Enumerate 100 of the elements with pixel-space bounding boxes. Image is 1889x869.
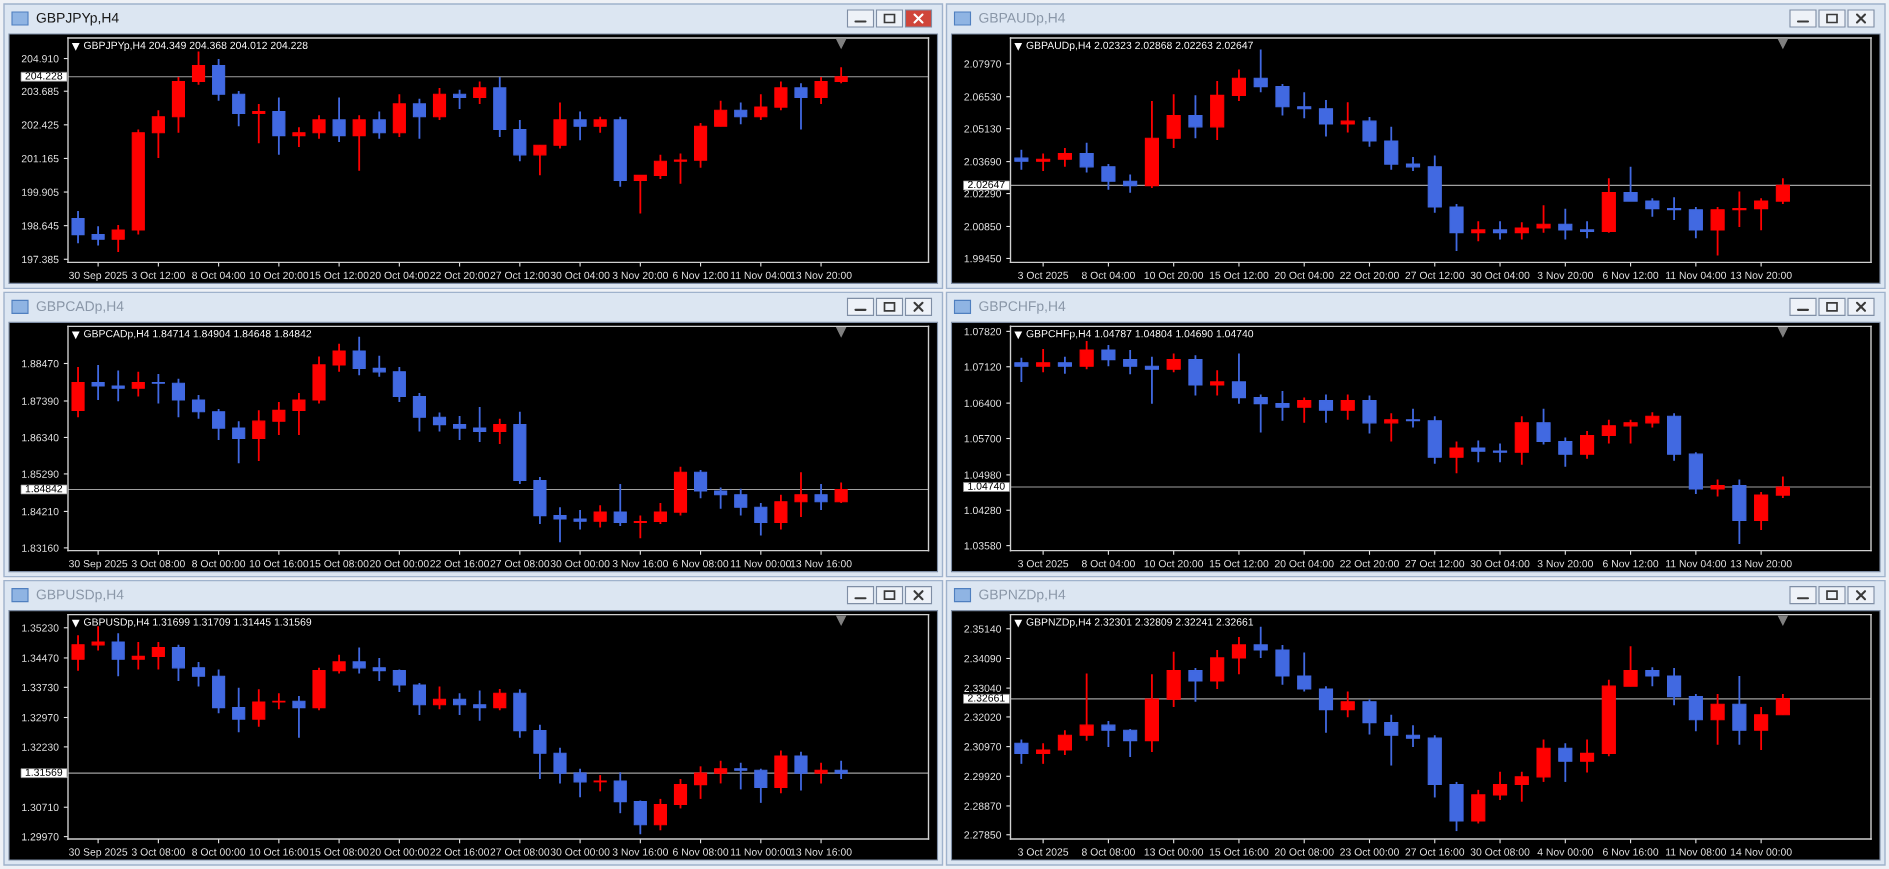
candlestick	[252, 409, 266, 462]
candlestick	[533, 723, 547, 780]
x-tick-label: 20 Oct 00:00	[370, 848, 429, 856]
y-tick-label: 1.88470	[22, 359, 59, 368]
x-tick-label: 30 Oct 04:00	[1470, 559, 1530, 568]
candlestick	[834, 481, 848, 504]
candlestick	[191, 661, 206, 688]
candlestick	[1297, 91, 1312, 120]
candlestick	[272, 401, 286, 436]
x-tick-label: 15 Oct 08:00	[310, 559, 369, 568]
candlestick	[1579, 738, 1595, 774]
candlestick	[1579, 220, 1595, 240]
candlestick	[1188, 667, 1203, 703]
candlestick	[372, 110, 386, 140]
candlestick	[1036, 742, 1051, 765]
candlestick	[453, 415, 467, 441]
ref-line-label: 1.84842	[25, 484, 63, 493]
candlestick	[1710, 693, 1725, 746]
candlestick	[272, 692, 286, 711]
ref-line-label: 204.228	[25, 72, 63, 80]
x-tick-label: 6 Nov 08:00	[673, 559, 729, 568]
x-tick-label: 11 Nov 04:00	[1666, 559, 1727, 568]
candlestick	[372, 657, 386, 682]
x-tick-label: 20 Oct 04:00	[1274, 559, 1334, 568]
chart-subtitle: GBPUSDp,H4 1.31699 1.31709 1.31445 1.31569	[84, 618, 312, 628]
x-tick-label: 15 Oct 08:00	[310, 848, 369, 856]
x-tick-label: 15 Oct 12:00	[1209, 559, 1269, 568]
candlestick	[1340, 393, 1355, 421]
candlestick	[754, 93, 768, 121]
x-tick-label: 30 Oct 04:00	[1470, 271, 1530, 280]
candlestick	[1101, 719, 1116, 748]
candlestick	[1057, 146, 1072, 168]
candlestick	[1623, 645, 1638, 688]
candlestick	[1231, 68, 1247, 102]
candlestick	[151, 641, 165, 671]
candlestick	[1340, 101, 1355, 134]
candlestick	[1166, 93, 1181, 149]
candlestick	[613, 483, 627, 527]
candlestick	[1732, 190, 1747, 228]
candlestick	[412, 97, 427, 140]
candlestick	[714, 759, 728, 785]
candlestick	[1775, 177, 1790, 205]
candlestick	[493, 417, 507, 445]
candlestick	[1514, 770, 1529, 803]
candlestick	[1079, 672, 1094, 742]
candlestick	[653, 502, 667, 525]
candlestick	[1188, 94, 1203, 140]
candlestick	[533, 144, 547, 177]
y-tick-label: 2.06530	[964, 93, 1002, 101]
y-tick-label: 204.910	[21, 55, 59, 63]
candlestick	[814, 761, 828, 785]
x-tick-label: 15 Oct 12:00	[310, 271, 369, 280]
candlestick	[1536, 204, 1551, 234]
chart-title: GBPNZDp,H4	[979, 589, 1066, 603]
ref-line-label: 1.04740	[968, 482, 1005, 490]
x-tick-label: 3 Nov 16:00	[612, 559, 669, 568]
candlestick	[1318, 393, 1334, 424]
x-tick-label: 30 Sep 2025	[68, 559, 128, 570]
candlestick	[1253, 625, 1268, 659]
candlestick	[352, 114, 366, 172]
candlestick	[1492, 770, 1508, 801]
candlestick	[1754, 197, 1769, 232]
x-tick-label: 6 Nov 12:00	[1603, 559, 1659, 568]
candlestick	[292, 392, 306, 436]
candlestick	[352, 335, 366, 377]
y-tick-label: 2.28870	[964, 802, 1002, 810]
candlestick	[191, 394, 206, 420]
x-tick-label: 8 Oct 00:00	[192, 559, 246, 568]
candlestick	[1123, 728, 1138, 758]
candlestick	[171, 643, 186, 682]
candlestick	[693, 469, 708, 500]
x-tick-label: 4 Nov 00:00	[1537, 848, 1593, 856]
x-tick-label: 27 Oct 08:00	[490, 848, 550, 856]
candlestick	[633, 174, 647, 215]
candlestick	[151, 373, 165, 405]
y-tick-label: 1.33730	[22, 683, 59, 692]
candlestick	[1688, 693, 1703, 733]
candlestick	[834, 759, 848, 780]
x-tick-label: 27 Oct 12:00	[1405, 559, 1465, 568]
candlestick	[633, 514, 647, 540]
x-tick-label: 22 Oct 16:00	[430, 559, 490, 568]
candlestick	[1079, 340, 1094, 371]
x-tick-label: 13 Nov 20:00	[1730, 271, 1792, 280]
y-tick-label: 2.34090	[964, 654, 1002, 663]
x-tick-label: 30 Oct 04:00	[550, 271, 610, 280]
x-tick-label: 27 Oct 08:00	[490, 559, 550, 568]
x-tick-label: 8 Oct 04:00	[192, 271, 246, 280]
y-tick-label: 1.86340	[22, 433, 59, 442]
y-tick-label: 201.165	[21, 154, 59, 163]
candlestick	[553, 746, 567, 785]
y-tick-label: 1.99450	[964, 254, 1002, 263]
candlestick	[1014, 738, 1029, 765]
x-tick-label: 6 Nov 12:00	[1603, 271, 1659, 280]
x-tick-label: 20 Oct 08:00	[1274, 848, 1334, 856]
candlestick	[171, 377, 186, 419]
x-tick-label: 10 Oct 20:00	[1144, 271, 1204, 280]
x-tick-label: 3 Oct 2025	[1018, 559, 1069, 568]
x-tick-label: 3 Oct 12:00	[131, 271, 185, 280]
x-tick-label: 3 Nov 16:00	[612, 848, 669, 856]
y-tick-label: 2.03690	[964, 158, 1002, 166]
